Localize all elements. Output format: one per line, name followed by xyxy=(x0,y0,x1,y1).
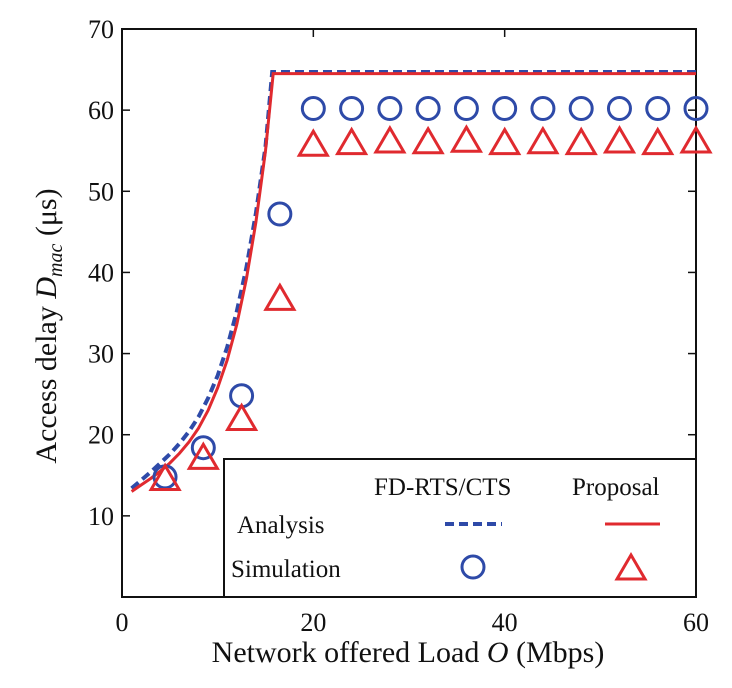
y-tick-label: 40 xyxy=(88,258,114,287)
point-fd-rts-cts-simulation xyxy=(645,96,671,122)
point-proposal-simulation xyxy=(449,124,484,153)
legend-box xyxy=(223,458,697,598)
point-proposal-simulation xyxy=(148,462,182,491)
legend-swatch-fd-rts-cts-simulation xyxy=(460,554,486,580)
legend-col-header-proposal: Proposal xyxy=(572,474,660,501)
point-proposal-simulation xyxy=(296,128,330,157)
x-tick-label: 40 xyxy=(492,608,518,637)
point-fd-rts-cts-simulation xyxy=(377,96,403,122)
point-proposal-simulation xyxy=(224,402,259,431)
y-axis-label: Access delay Dmac (μs) xyxy=(30,188,67,463)
point-fd-rts-cts-simulation xyxy=(568,96,594,122)
point-fd-rts-cts-simulation xyxy=(415,96,441,122)
point-proposal-simulation xyxy=(411,125,445,155)
series-line-fd-rts-cts-analysis xyxy=(130,70,696,490)
x-tick-label: 20 xyxy=(300,608,326,637)
point-proposal-simulation xyxy=(641,126,675,156)
point-proposal-simulation xyxy=(679,125,713,154)
x-tick-label: 60 xyxy=(683,608,709,637)
y-tick-label: 50 xyxy=(88,177,114,206)
point-fd-rts-cts-simulation xyxy=(453,96,479,122)
y-axis-label-variable: D xyxy=(30,277,63,300)
series-line-proposal-analysis xyxy=(130,72,696,493)
y-tick-label: 30 xyxy=(88,340,114,369)
x-axis-label-unit: (Mbps) xyxy=(509,636,605,669)
point-fd-rts-cts-simulation xyxy=(530,96,556,122)
y-tick-label: 70 xyxy=(88,15,114,44)
legend: FD-RTS/CTS Proposal Analysis Simulation xyxy=(223,458,697,598)
y-tick-label: 60 xyxy=(88,96,114,125)
x-tick-label: 0 xyxy=(116,608,129,637)
point-fd-rts-cts-simulation xyxy=(492,96,518,122)
x-axis-label: Network offered Load O (Mbps) xyxy=(212,636,605,669)
x-axis-label-prefix: Network offered Load xyxy=(212,636,487,669)
legend-row-label-simulation: Simulation xyxy=(231,556,341,583)
point-fd-rts-cts-simulation xyxy=(683,96,709,122)
x-axis-label-variable: O xyxy=(487,636,509,669)
point-fd-rts-cts-simulation xyxy=(300,96,326,122)
point-fd-rts-cts-simulation xyxy=(606,96,632,122)
point-proposal-simulation xyxy=(564,126,598,156)
y-axis-label-unit: (μs) xyxy=(30,188,63,243)
point-proposal-simulation xyxy=(186,441,220,470)
point-proposal-simulation xyxy=(488,126,522,156)
point-proposal-simulation xyxy=(373,125,407,154)
point-proposal-simulation xyxy=(263,282,297,311)
series-lines xyxy=(130,70,696,493)
series-markers xyxy=(148,96,713,491)
point-fd-rts-cts-simulation xyxy=(339,96,365,122)
point-fd-rts-cts-simulation xyxy=(267,201,293,227)
legend-row-label-analysis: Analysis xyxy=(237,512,325,539)
point-fd-rts-cts-simulation xyxy=(190,435,216,461)
y-axis-label-subscript: mac xyxy=(45,244,67,277)
point-proposal-simulation xyxy=(526,125,560,155)
point-proposal-simulation xyxy=(334,126,369,156)
legend-col-header-fd-rts-cts: FD-RTS/CTS xyxy=(374,474,511,501)
y-axis-label-prefix: Access delay xyxy=(30,299,63,464)
y-tick-label: 10 xyxy=(88,502,114,531)
point-proposal-simulation xyxy=(602,125,637,154)
y-tick-label: 20 xyxy=(88,421,114,450)
legend-swatch-proposal-simulation xyxy=(614,552,648,581)
